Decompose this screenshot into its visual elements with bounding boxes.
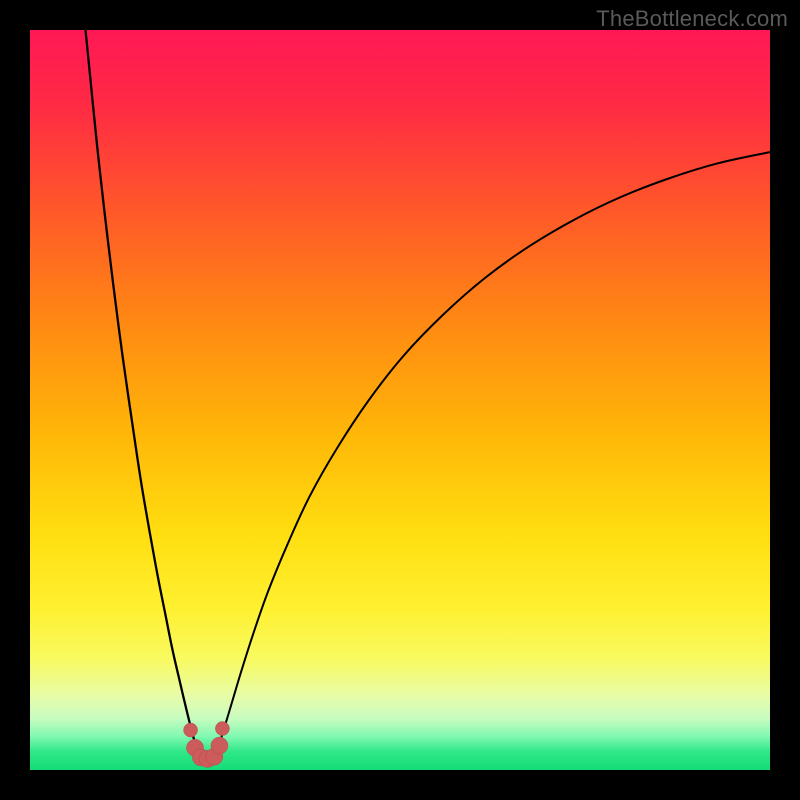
watermark-text: TheBottleneck.com xyxy=(596,6,788,32)
bottleneck-curve-chart xyxy=(0,0,800,800)
chart-frame: TheBottleneck.com xyxy=(0,0,800,800)
bottleneck-marker xyxy=(184,723,198,737)
bottleneck-marker xyxy=(215,722,229,736)
bottleneck-marker xyxy=(211,737,228,754)
